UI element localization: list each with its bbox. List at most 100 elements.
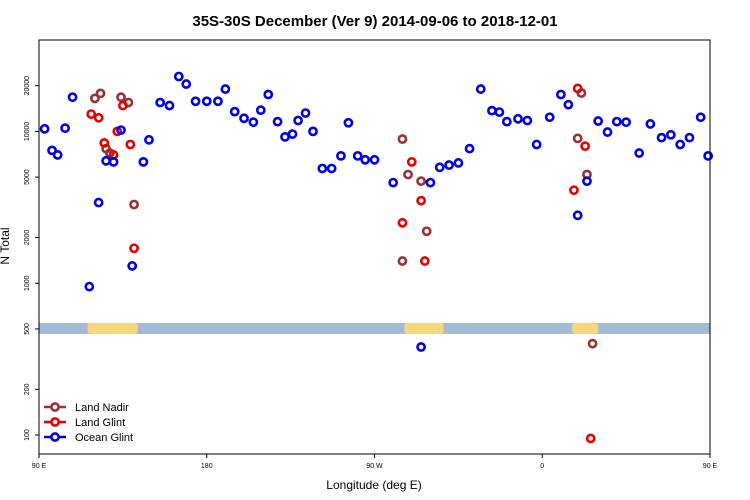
land-nadir-point: [90, 93, 100, 104]
ocean-glint-point: [555, 89, 566, 100]
x-tick-label: 90 E: [32, 463, 47, 470]
ocean-glint-point: [84, 281, 95, 292]
ocean-glint-point: [229, 106, 240, 117]
y-tick-label: 200: [24, 383, 31, 395]
land-nadir-point: [421, 226, 432, 237]
ocean-glint-point: [695, 112, 706, 123]
legend-label-ocean-glint: Ocean Glint: [75, 432, 133, 444]
ocean-glint-point: [611, 116, 622, 127]
axes: 90 E 180 90 W 0 90 E 100 200 500 1000 2000 5000 100…: [24, 76, 718, 470]
land-glint-point: [416, 195, 426, 206]
ocean-glint-point: [93, 197, 104, 208]
legend-label-land-nadir: Land Nadir: [75, 402, 129, 414]
ocean-glint-point: [634, 148, 645, 158]
land-nadir-point: [397, 134, 408, 144]
ocean-glint-point: [703, 150, 714, 161]
land-nadir-point: [403, 169, 413, 180]
land-glint-point: [125, 139, 136, 150]
ocean-glint-point: [544, 112, 555, 123]
ocean-glint-point: [531, 139, 542, 150]
x-tick-label: 90 E: [703, 463, 718, 470]
y-tick-label: 100: [24, 429, 31, 441]
ocean-glint-point: [602, 127, 613, 137]
ocean-glint-point: [308, 126, 318, 137]
land-glint-point: [419, 256, 430, 266]
ocean-glint-point: [352, 150, 363, 161]
ocean-glint-point: [248, 117, 259, 128]
ocean-glint-point: [190, 96, 201, 107]
ocean-glint-point: [645, 119, 656, 129]
ocean-mask-band: [39, 322, 710, 334]
ocean-glint-point: [155, 97, 166, 108]
land-nadir-point: [397, 256, 408, 266]
ocean-glint-point: [487, 105, 497, 116]
legend-label-land-glint: Land Glint: [75, 417, 125, 429]
ocean-glint-point: [263, 89, 274, 100]
land-glint-point: [580, 141, 591, 152]
ocean-glint-point: [181, 79, 192, 89]
land-glint-point: [397, 217, 408, 228]
legend: Land Nadir Land Glint Ocean Glint: [44, 402, 133, 444]
ocean-glint-point: [621, 117, 632, 128]
land-glint-point: [569, 185, 579, 196]
ocean-glint-point: [563, 99, 574, 110]
ocean-glint-point: [416, 342, 426, 352]
ocean-glint-point: [52, 150, 63, 160]
land-glint-point: [93, 112, 104, 123]
ocean-glint-point: [39, 123, 50, 134]
land-nadir-point: [416, 176, 426, 187]
ocean-glint-point: [675, 139, 686, 150]
land-nadir-point: [116, 92, 126, 103]
ocean-glint-point: [388, 177, 399, 188]
land-mask-segment: [404, 322, 444, 334]
x-tick-label: 0: [540, 463, 544, 470]
ocean-glint-point: [684, 132, 695, 143]
land-glint-point: [406, 156, 417, 167]
x-axis-label: Longitude (deg E): [326, 478, 421, 492]
land-glint-point: [86, 109, 97, 120]
ocean-glint-point: [336, 150, 346, 161]
ocean-glint-point: [293, 115, 303, 126]
land-glint-point: [585, 433, 596, 444]
ocean-glint-point: [369, 154, 380, 165]
ocean-glint-point: [127, 261, 138, 271]
ocean-glint-point: [572, 210, 583, 221]
land-nadir-point: [572, 133, 583, 144]
ocean-glint-point: [138, 156, 149, 167]
y-tick-label: 5000: [24, 169, 31, 185]
ocean-glint-point: [343, 117, 354, 128]
ocean-glint-point: [453, 158, 464, 168]
land-nadir-point: [129, 199, 139, 210]
land-nadir-point: [587, 338, 598, 349]
land-glint-point: [572, 83, 583, 94]
ocean-glint-point: [475, 84, 486, 94]
ocean-glint-point: [425, 177, 436, 188]
plot-area: [39, 71, 714, 444]
ocean-glint-point: [108, 156, 119, 167]
ocean-glint-point: [272, 116, 283, 127]
ocean-glint-point: [255, 105, 266, 116]
ocean-glint-point: [360, 154, 371, 165]
y-tick-label: 500: [24, 323, 31, 335]
ocean-glint-point: [101, 155, 111, 166]
y-tick-label: 1000: [24, 275, 31, 291]
land-glint-point: [117, 100, 128, 111]
ocean-glint-point: [582, 176, 592, 187]
y-tick-label: 2000: [24, 230, 31, 246]
ocean-glint-point: [326, 163, 337, 174]
ocean-glint-point: [656, 132, 667, 143]
chart-title: 35S-30S December (Ver 9) 2014-09-06 to 2…: [192, 13, 557, 30]
ocean-glint-point: [522, 115, 533, 126]
ocean-glint-point: [300, 108, 311, 118]
ocean-glint-point: [213, 96, 223, 107]
x-tick-label: 90 W: [366, 463, 383, 470]
x-tick-label: 180: [201, 463, 213, 470]
y-tick-label: 10000: [24, 122, 31, 142]
legend-marker-land-glint: [50, 417, 60, 427]
ocean-glint-point: [593, 116, 604, 126]
legend-marker-land-nadir: [50, 402, 60, 412]
ocean-glint-point: [239, 113, 249, 124]
ocean-glint-point: [47, 145, 57, 156]
ocean-glint-point: [501, 116, 512, 127]
